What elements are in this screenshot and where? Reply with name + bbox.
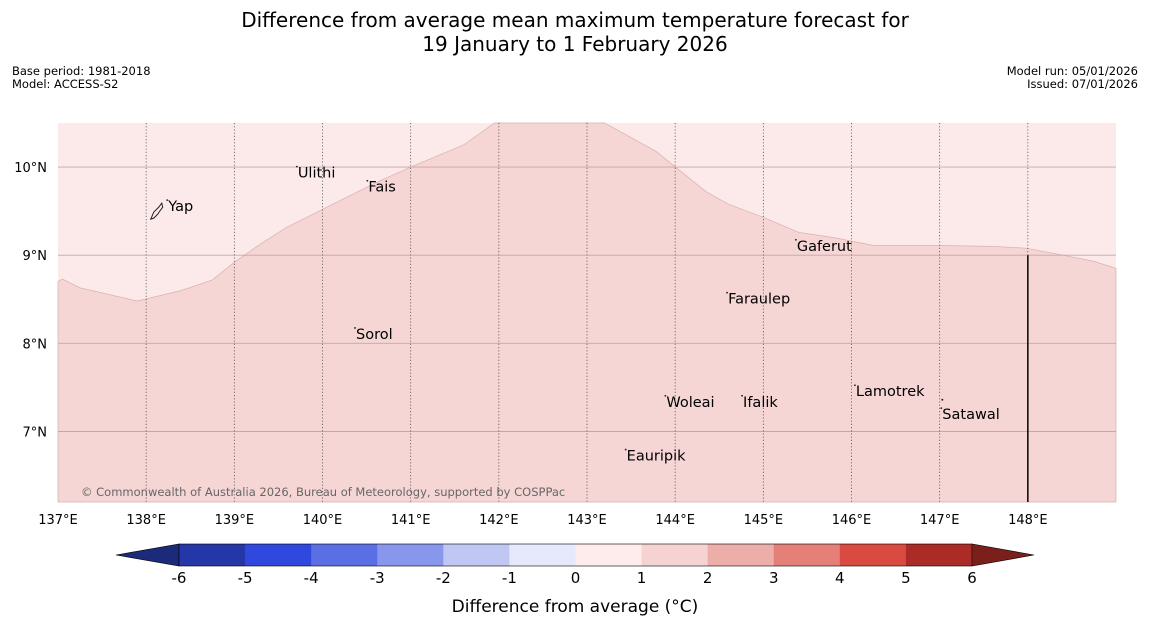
colorbar-segment <box>641 544 709 566</box>
title-line-2: 19 January to 1 February 2026 <box>422 32 728 56</box>
chart-title: Difference from average mean maximum tem… <box>0 8 1150 56</box>
place-label: Ulithi <box>298 166 336 182</box>
place-label: Woleai <box>666 395 714 411</box>
lat-tick-label: 7°N <box>23 425 48 440</box>
colorbar-segment <box>575 544 643 566</box>
island-marker <box>854 384 856 387</box>
island-marker <box>166 199 169 202</box>
colorbar-tick-label: 6 <box>967 569 977 587</box>
colorbar-segment <box>707 544 775 566</box>
model-name: Model: ACCESS-S2 <box>12 77 119 91</box>
colorbar-over-arrow <box>971 543 1035 567</box>
place-label: Sorol <box>356 327 393 343</box>
colorbar-segment <box>839 544 907 566</box>
model-run: Model run: 05/01/2026 <box>1006 64 1138 78</box>
island-marker <box>295 165 298 168</box>
meta-right: Model run: 05/01/2026 Issued: 07/01/2026 <box>1007 65 1138 91</box>
copyright-text: © Commonwealth of Australia 2026, Bureau… <box>81 485 565 499</box>
colorbar-title: Difference from average (°C) <box>452 597 699 617</box>
colorbar-tick-label: 5 <box>901 569 911 587</box>
colorbar: -6 -5 -4 -3 -2 -1 0 1 2 3 4 5 6 Difference from avera… <box>115 543 1035 617</box>
colorbar-segment <box>509 544 576 566</box>
place-label: Yap <box>167 199 193 215</box>
colorbar-tick-label: 1 <box>637 569 647 587</box>
colorbar-segment <box>311 544 378 566</box>
island-marker <box>940 407 943 410</box>
colorbar-tick-label: 0 <box>571 569 581 587</box>
island-marker <box>941 398 944 401</box>
colorbar-segment <box>245 544 312 566</box>
place-label: Satawal <box>942 407 999 423</box>
place-label: Faraulep <box>728 292 790 308</box>
colorbar-segment <box>773 544 841 566</box>
place-label: Gaferut <box>797 239 852 255</box>
colorbar-segment <box>377 544 444 566</box>
lon-tick-label: 143°E <box>567 513 607 528</box>
lat-tick-label: 10°N <box>14 161 47 176</box>
colorbar-tick-label: -4 <box>304 569 319 587</box>
island-marker <box>726 291 728 294</box>
base-period: Base period: 1981-2018 <box>12 64 151 78</box>
lon-tick-label: 137°E <box>38 513 78 528</box>
lon-tick-label: 146°E <box>832 513 872 528</box>
colorbar-under-arrow <box>115 543 180 567</box>
colorbar-tick-label: -1 <box>502 569 517 587</box>
place-label: Lamotrek <box>856 384 925 400</box>
colorbar-segment <box>905 544 973 566</box>
lon-tick-label: 145°E <box>744 513 784 528</box>
colorbar-tick-label: -5 <box>238 569 253 587</box>
map-layer: 10°N 9°N 8°N 7°N 137°E 138°E 139°E 140°E 141°E 14… <box>14 122 1117 528</box>
island-marker <box>366 179 369 182</box>
lon-tick-label: 142°E <box>479 513 519 528</box>
island-marker <box>741 394 743 397</box>
colorbar-tick-label: 4 <box>835 569 845 587</box>
lon-tick-label: 140°E <box>303 513 343 528</box>
lon-tick-label: 138°E <box>126 513 166 528</box>
colorbar-segment <box>179 544 246 566</box>
colorbar-tick-label: -6 <box>172 569 187 587</box>
place-label: Ifalik <box>743 395 778 411</box>
yap-island-shape <box>149 201 164 220</box>
lon-tick-label: 148°E <box>1008 513 1048 528</box>
lon-tick-label: 141°E <box>391 513 431 528</box>
colorbar-segment <box>443 544 510 566</box>
colorbar-tick-label: -3 <box>370 569 385 587</box>
colorbar-tick-label: 3 <box>769 569 779 587</box>
lon-tick-label: 144°E <box>655 513 695 528</box>
lat-tick-label: 9°N <box>23 249 48 264</box>
title-line-1: Difference from average mean maximum tem… <box>241 8 909 32</box>
island-marker <box>354 327 356 329</box>
lon-tick-label: 139°E <box>215 513 255 528</box>
island-marker <box>794 238 797 241</box>
colorbar-tick-label: 2 <box>703 569 713 587</box>
island-marker <box>624 448 627 451</box>
place-label: Eauripik <box>627 449 686 465</box>
colorbar-frame <box>178 543 973 567</box>
colorbar-tick-label: -2 <box>436 569 451 587</box>
lat-tick-label: 8°N <box>23 337 48 352</box>
issued-date: Issued: 07/01/2026 <box>1027 77 1138 91</box>
place-label: Fais <box>368 180 395 196</box>
lon-tick-label: 147°E <box>920 513 960 528</box>
island-marker <box>664 394 667 397</box>
meta-left: Base period: 1981-2018 Model: ACCESS-S2 <box>12 65 151 91</box>
